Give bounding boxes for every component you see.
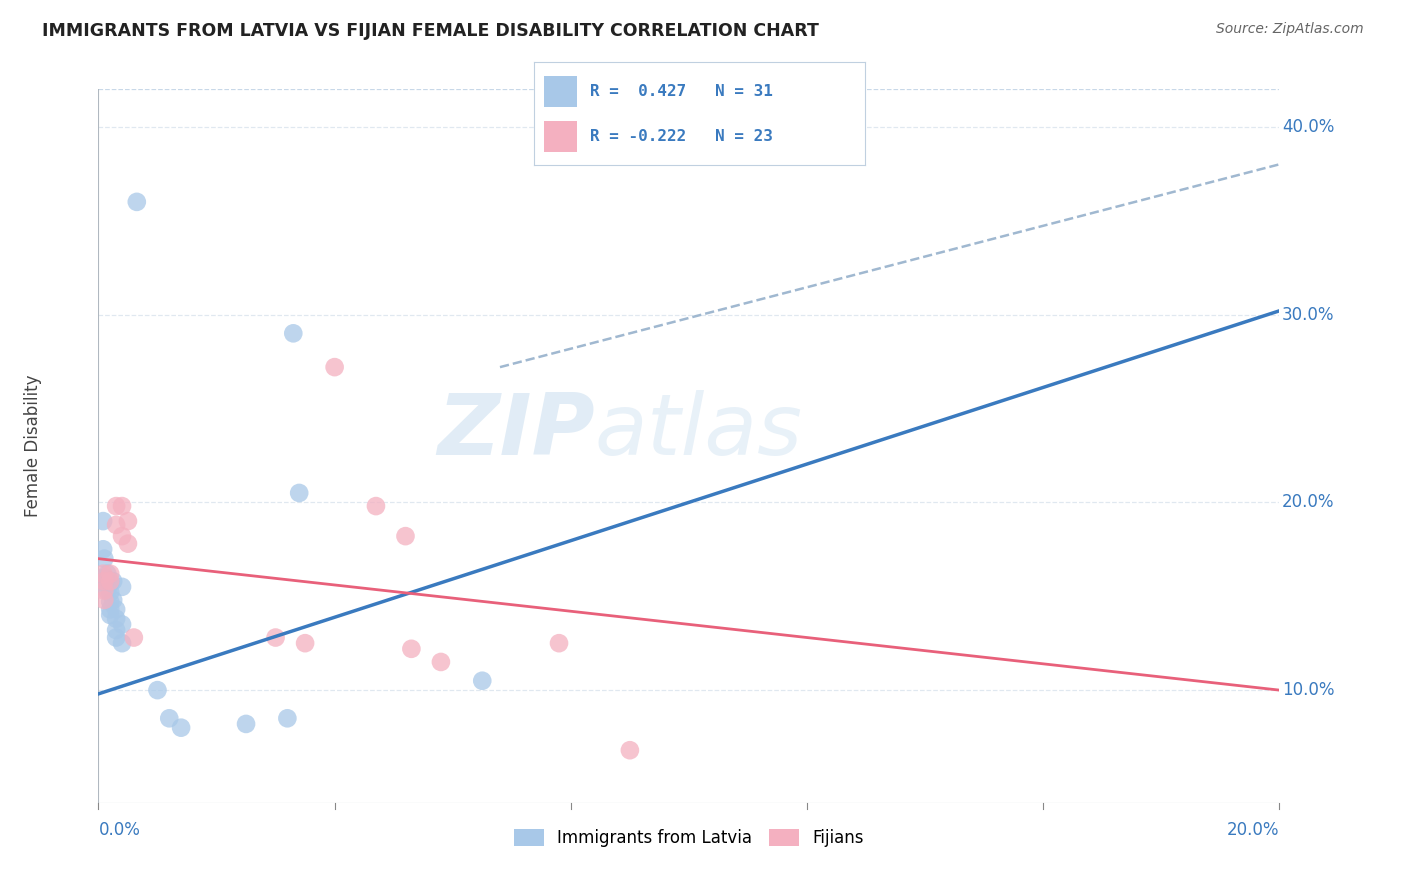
Text: 20.0%: 20.0% bbox=[1282, 493, 1334, 511]
Point bbox=[235, 717, 257, 731]
Point bbox=[93, 576, 115, 591]
Text: ZIP: ZIP bbox=[437, 390, 595, 474]
Point bbox=[105, 602, 128, 616]
Point bbox=[401, 641, 423, 656]
Point bbox=[146, 683, 169, 698]
Point bbox=[111, 499, 134, 513]
Point bbox=[98, 602, 121, 616]
Point bbox=[105, 612, 128, 626]
Point bbox=[98, 607, 121, 622]
Point bbox=[93, 570, 115, 584]
Point bbox=[111, 529, 134, 543]
Point bbox=[394, 529, 416, 543]
Point bbox=[105, 631, 128, 645]
Point bbox=[93, 583, 115, 598]
Point bbox=[96, 574, 118, 589]
Point bbox=[430, 655, 453, 669]
Point bbox=[103, 574, 125, 589]
Text: IMMIGRANTS FROM LATVIA VS FIJIAN FEMALE DISABILITY CORRELATION CHART: IMMIGRANTS FROM LATVIA VS FIJIAN FEMALE … bbox=[42, 22, 820, 40]
Point bbox=[91, 542, 114, 557]
Point bbox=[364, 499, 387, 513]
Text: 30.0%: 30.0% bbox=[1282, 306, 1334, 324]
Text: 0.0%: 0.0% bbox=[98, 821, 141, 838]
Point bbox=[91, 514, 114, 528]
Text: 10.0%: 10.0% bbox=[1282, 681, 1334, 699]
Point bbox=[103, 593, 125, 607]
Point bbox=[548, 636, 571, 650]
Text: 20.0%: 20.0% bbox=[1227, 821, 1279, 838]
Point bbox=[96, 566, 118, 581]
Point bbox=[93, 551, 115, 566]
Point bbox=[276, 711, 298, 725]
Point bbox=[157, 711, 180, 725]
Point bbox=[98, 566, 121, 581]
Point bbox=[619, 743, 641, 757]
Point bbox=[91, 566, 114, 581]
Bar bbox=[544, 121, 578, 152]
Text: Source: ZipAtlas.com: Source: ZipAtlas.com bbox=[1216, 22, 1364, 37]
Point bbox=[98, 585, 121, 599]
Point bbox=[170, 721, 193, 735]
Point bbox=[122, 631, 145, 645]
Point bbox=[264, 631, 287, 645]
Bar bbox=[544, 76, 578, 106]
Point bbox=[831, 811, 853, 825]
Point bbox=[105, 499, 128, 513]
Point bbox=[125, 194, 148, 209]
Legend: Immigrants from Latvia, Fijians: Immigrants from Latvia, Fijians bbox=[506, 821, 872, 855]
Point bbox=[111, 636, 134, 650]
Point bbox=[111, 580, 134, 594]
Point bbox=[98, 595, 121, 609]
Point bbox=[283, 326, 305, 341]
Text: R =  0.427   N = 31: R = 0.427 N = 31 bbox=[591, 84, 773, 99]
Point bbox=[93, 574, 115, 589]
Point bbox=[117, 536, 139, 550]
Text: 40.0%: 40.0% bbox=[1282, 118, 1334, 136]
Point bbox=[93, 593, 115, 607]
Point bbox=[288, 486, 311, 500]
Point bbox=[96, 583, 118, 598]
Point bbox=[294, 636, 316, 650]
Point bbox=[105, 623, 128, 637]
Point bbox=[111, 617, 134, 632]
Point bbox=[117, 514, 139, 528]
Point bbox=[105, 517, 128, 532]
Text: R = -0.222   N = 23: R = -0.222 N = 23 bbox=[591, 128, 773, 144]
Point bbox=[98, 574, 121, 589]
Text: Female Disability: Female Disability bbox=[24, 375, 42, 517]
Point bbox=[471, 673, 494, 688]
Point bbox=[98, 576, 121, 591]
Point bbox=[323, 360, 346, 375]
Text: atlas: atlas bbox=[595, 390, 803, 474]
